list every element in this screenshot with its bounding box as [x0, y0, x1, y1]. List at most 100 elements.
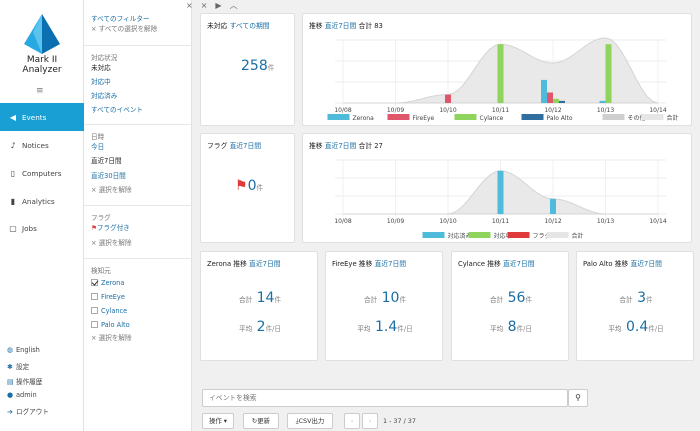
- source-clear[interactable]: × 選択を解除: [91, 334, 132, 342]
- refresh-button[interactable]: ↻更新: [243, 413, 279, 429]
- bar-対応済み[interactable]: [550, 198, 556, 214]
- status-in-progress[interactable]: 対応中: [91, 78, 111, 86]
- pager-text: 1 - 37 / 37: [383, 417, 416, 425]
- nav-label: Computers: [22, 168, 62, 178]
- checkbox[interactable]: [91, 321, 98, 328]
- x-tick-label: 10/12: [544, 218, 561, 225]
- legend-swatch: [454, 114, 477, 120]
- legend-label: Cylance: [480, 115, 504, 122]
- chevron-right-icon: ›: [368, 417, 372, 425]
- next-page-button[interactable]: ›: [362, 413, 378, 429]
- detect-heading: 検知元: [91, 267, 111, 275]
- checkbox[interactable]: [91, 293, 98, 300]
- flag-icon: ⚑: [235, 178, 248, 194]
- download-icon: ⤓: [295, 417, 299, 425]
- average-row: 平均 1.4件/日: [357, 319, 413, 335]
- date-clear[interactable]: × 選択を解除: [91, 186, 132, 194]
- period-link[interactable]: 直近7日間: [324, 22, 357, 30]
- average-row: 平均 8件/日: [490, 319, 532, 335]
- status-unhandled[interactable]: 未対応: [91, 64, 111, 72]
- nav-label: Jobs: [22, 223, 37, 233]
- checkbox[interactable]: [91, 307, 98, 314]
- legend-swatch: [422, 232, 445, 238]
- period-link[interactable]: 直近7日間: [374, 260, 407, 268]
- date-7days[interactable]: 直近7日間: [91, 157, 122, 165]
- date-today[interactable]: 今日: [91, 143, 105, 151]
- chevron-up-icon[interactable]: ︿: [229, 1, 246, 10]
- average-row: 平均 0.4件/日: [608, 319, 664, 335]
- source-paloalto[interactable]: Palo Alto: [91, 321, 130, 330]
- average-row: 平均 2件/日: [239, 319, 281, 335]
- legend-label: 対応済み: [448, 232, 472, 240]
- logout-link[interactable]: ➔ ログアウト: [7, 408, 49, 416]
- play-icon[interactable]: ▶: [215, 1, 230, 10]
- legend-swatch: [468, 232, 491, 238]
- settings-link[interactable]: ✱ 設定: [7, 363, 30, 371]
- gear-icon: ✱: [7, 363, 13, 371]
- bar-Cylance[interactable]: [605, 44, 612, 103]
- total-row: 合計 3件: [619, 290, 653, 306]
- clear-all-link[interactable]: × すべての選択を解除: [91, 25, 158, 33]
- prev-page-button[interactable]: ‹: [344, 413, 360, 429]
- search-input[interactable]: [202, 389, 568, 407]
- nav-label: Notices: [22, 140, 49, 150]
- filter-panel: すべてのフィルター × すべての選択を解除 対応状況 未対応 対応中 対応済み …: [84, 0, 192, 431]
- bar-Zerona[interactable]: [599, 100, 606, 103]
- close-icon[interactable]: ×: [186, 1, 201, 10]
- period-link[interactable]: 直近7日間: [229, 142, 262, 150]
- x-tick-label: 10/14: [649, 107, 666, 114]
- bar-対応済み[interactable]: [497, 170, 504, 214]
- legend-label: 合計: [572, 232, 584, 240]
- language-link[interactable]: ◍ English: [7, 346, 40, 354]
- source-zerona[interactable]: Zerona: [91, 279, 124, 288]
- refresh-icon: ↻: [251, 417, 258, 425]
- search-button[interactable]: ⚲: [568, 389, 588, 407]
- x-tick-label: 10/13: [597, 107, 614, 114]
- history-link[interactable]: ▤ 操作履歴: [7, 378, 43, 386]
- nav-item-analytics[interactable]: ▮ Analytics: [0, 187, 84, 215]
- source-fireeye[interactable]: FireEye: [91, 293, 125, 302]
- unhandled-count[interactable]: 258件: [241, 58, 275, 74]
- legend-swatch: [521, 114, 544, 120]
- nav-item-computers[interactable]: ▯ Computers: [0, 159, 84, 187]
- flag-clear[interactable]: × 選択を解除: [91, 239, 132, 247]
- user-link[interactable]: ● admin: [7, 391, 37, 399]
- menu-icon[interactable]: ≡: [36, 86, 44, 96]
- ops-button[interactable]: 操作 ▾: [202, 413, 234, 429]
- x-tick-label: 10/14: [649, 218, 666, 225]
- bar-FireEye[interactable]: [445, 94, 451, 103]
- flag-count[interactable]: ⚑0件: [235, 178, 264, 194]
- period-link[interactable]: すべての期間: [229, 22, 270, 30]
- all-filters-link[interactable]: すべてのフィルター: [91, 15, 150, 23]
- bar-FireEye[interactable]: [547, 92, 553, 104]
- nav-item-jobs[interactable]: ▢ Jobs: [0, 214, 84, 242]
- date-30days[interactable]: 直近30日間: [91, 172, 126, 180]
- source-summary-card: Cylance 推移 直近7日間 合計 56件 平均 8件/日: [451, 251, 569, 361]
- flag-heading: フラグ: [91, 214, 111, 222]
- globe-icon: ◍: [7, 346, 14, 354]
- legend-swatch: [507, 232, 530, 238]
- status-done[interactable]: 対応済み: [91, 92, 118, 100]
- bar-Cylance[interactable]: [553, 98, 559, 103]
- bar-Cylance[interactable]: [497, 44, 504, 103]
- period-link[interactable]: 直近7日間: [249, 260, 281, 268]
- flag-filter[interactable]: ⚑フラグ付き: [91, 224, 130, 232]
- status-all[interactable]: すべてのイベント: [91, 106, 144, 114]
- megaphone-icon: ◀: [9, 112, 17, 122]
- csv-export-button[interactable]: ⤓CSV出力: [287, 413, 333, 429]
- total-row: 合計 10件: [363, 290, 407, 306]
- trend-card-sources: 推移 直近7日間 合計 83 10/08 10/09 10/10 10/11 10/12…: [302, 13, 692, 126]
- close-icon[interactable]: ×: [200, 1, 216, 10]
- bar-Zerona[interactable]: [541, 79, 547, 103]
- source-cylance[interactable]: Cylance: [91, 307, 127, 316]
- period-link[interactable]: 直近7日間: [324, 142, 357, 150]
- period-link[interactable]: 直近7日間: [502, 260, 535, 268]
- nav-item-notices[interactable]: ♪ Notices: [0, 131, 84, 159]
- bar-Palo Alto[interactable]: [559, 100, 565, 103]
- nav-label: Events: [22, 112, 47, 122]
- document-icon: ▢: [9, 223, 17, 233]
- period-link[interactable]: 直近7日間: [630, 260, 662, 268]
- checkbox-checked[interactable]: [91, 279, 98, 286]
- legend-swatch: [387, 114, 410, 120]
- nav-item-events[interactable]: ◀ Events: [0, 103, 84, 131]
